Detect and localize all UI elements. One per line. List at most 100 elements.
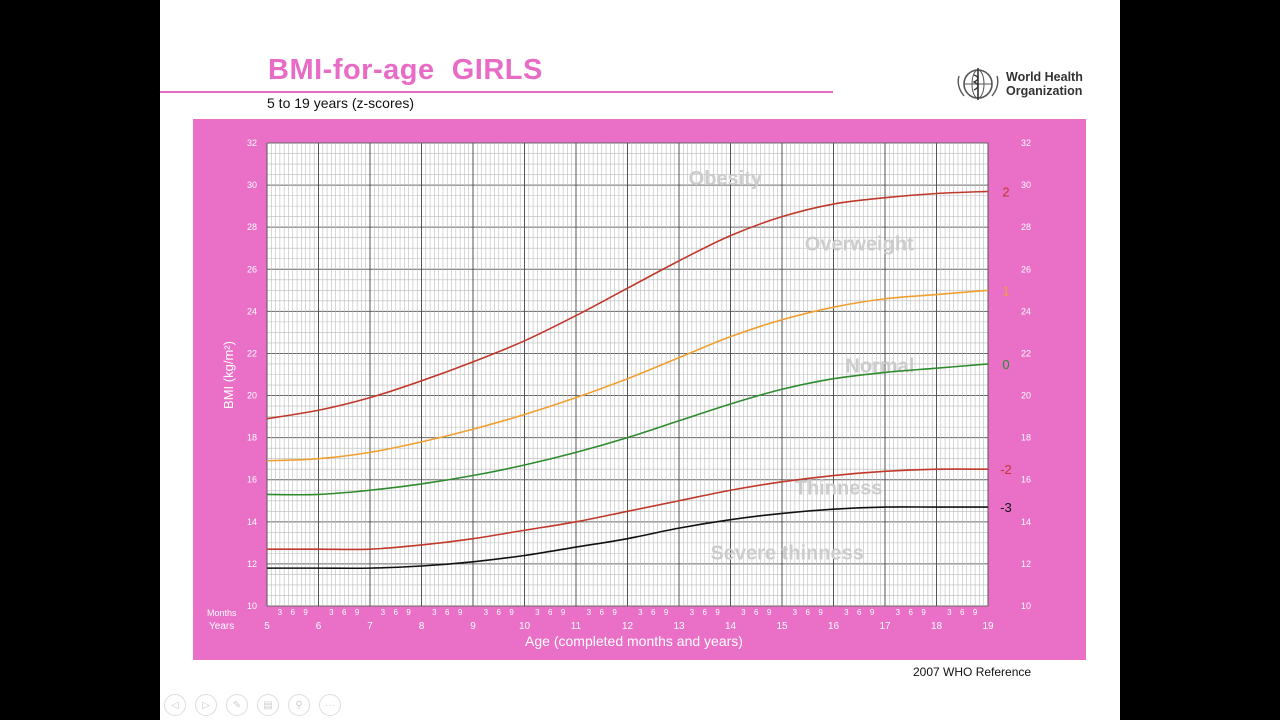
title-underline bbox=[160, 91, 833, 93]
x-axis-ticks: 5 6 7 8 9 10 11 12 13 14 15 16 17 18 193 6 9 3 6 9 3 6 9 3 6 9 3 6 9… bbox=[264, 608, 994, 632]
series-label-z-2: -2 bbox=[1000, 462, 1012, 477]
x-tick-label-year: 14 bbox=[725, 621, 737, 632]
y-tick-label-left: 30 bbox=[247, 180, 257, 190]
x-tick-label-month: 6 bbox=[600, 608, 605, 617]
zone-label: Severe thinness bbox=[710, 543, 863, 565]
organization-name: World Health Organization bbox=[1006, 70, 1083, 98]
organization-name-line1: World Health bbox=[1006, 70, 1083, 84]
x-tick-label-month: 9 bbox=[973, 608, 978, 617]
series-line-z0 bbox=[266, 363, 989, 496]
years-row-label: Years bbox=[209, 621, 234, 632]
y-tick-label-left: 32 bbox=[247, 138, 257, 148]
y-tick-label-right: 28 bbox=[1021, 222, 1031, 232]
chart-grid bbox=[266, 142, 989, 607]
reference-note: 2007 WHO Reference bbox=[913, 665, 1032, 679]
x-tick-label-month: 6 bbox=[857, 608, 862, 617]
x-tick-label-month: 3 bbox=[278, 608, 283, 617]
series-label-z0: 0 bbox=[1002, 357, 1009, 372]
x-tick-label-year: 17 bbox=[879, 621, 891, 632]
x-tick-label-month: 3 bbox=[587, 608, 592, 617]
x-tick-label-month: 6 bbox=[342, 608, 347, 617]
x-tick-label-month: 9 bbox=[870, 608, 875, 617]
y-tick-label-left: 24 bbox=[247, 306, 257, 316]
x-tick-label-year: 11 bbox=[571, 621, 582, 632]
more-button[interactable]: ··· bbox=[319, 694, 341, 716]
y-tick-label-right: 10 bbox=[1021, 601, 1031, 611]
y-tick-label-right: 16 bbox=[1021, 475, 1031, 485]
x-tick-label-month: 6 bbox=[703, 608, 708, 617]
series-label-z-3: -3 bbox=[1000, 500, 1012, 515]
x-tick-label-year: 9 bbox=[470, 621, 476, 632]
x-tick-label-month: 9 bbox=[612, 608, 617, 617]
page-subtitle: 5 to 19 years (z-scores) bbox=[267, 95, 415, 111]
x-tick-label-month: 6 bbox=[497, 608, 502, 617]
y-tick-label-left: 16 bbox=[247, 475, 257, 485]
arrow-left-icon: ◁ bbox=[171, 699, 179, 711]
x-tick-label-year: 10 bbox=[519, 621, 531, 632]
y-tick-label-left: 26 bbox=[247, 264, 257, 274]
x-tick-label-month: 3 bbox=[896, 608, 901, 617]
x-tick-label-month: 3 bbox=[329, 608, 334, 617]
x-tick-label-month: 6 bbox=[548, 608, 553, 617]
series-line-z-3 bbox=[267, 506, 988, 570]
y-tick-label-right: 24 bbox=[1021, 306, 1031, 316]
previous-slide-button[interactable]: ◁ bbox=[164, 694, 186, 716]
x-tick-label-month: 9 bbox=[303, 608, 308, 617]
x-tick-label-month: 6 bbox=[909, 608, 914, 617]
y-tick-label-right: 14 bbox=[1021, 517, 1031, 527]
x-tick-label-year: 7 bbox=[367, 621, 373, 632]
x-tick-label-month: 9 bbox=[715, 608, 720, 617]
y-tick-label-left: 10 bbox=[247, 601, 257, 611]
y-axis-label: BMI (kg/m²) bbox=[221, 341, 236, 409]
y-tick-label-left: 28 bbox=[247, 222, 257, 232]
y-tick-label-left: 18 bbox=[247, 433, 257, 443]
x-tick-label-month: 9 bbox=[664, 608, 669, 617]
x-tick-label-month: 3 bbox=[638, 608, 643, 617]
x-tick-label-year: 15 bbox=[776, 621, 788, 632]
x-tick-label-month: 3 bbox=[381, 608, 386, 617]
organization-name-line2: Organization bbox=[1006, 84, 1083, 98]
x-tick-label-month: 3 bbox=[793, 608, 798, 617]
x-tick-label-month: 9 bbox=[561, 608, 566, 617]
zone-label: Obesity bbox=[689, 168, 763, 190]
x-tick-label-month: 3 bbox=[432, 608, 437, 617]
next-slide-button[interactable]: ▷ bbox=[195, 694, 217, 716]
series-lines bbox=[266, 190, 989, 570]
x-tick-label-month: 9 bbox=[355, 608, 360, 617]
arrow-right-icon: ▷ bbox=[202, 699, 210, 711]
x-tick-label-month: 9 bbox=[406, 608, 411, 617]
x-tick-label-month: 3 bbox=[535, 608, 540, 617]
pen-button[interactable]: ✎ bbox=[226, 694, 248, 716]
y-tick-label-left: 20 bbox=[247, 391, 257, 401]
x-tick-label-month: 9 bbox=[818, 608, 823, 617]
y-tick-label-right: 12 bbox=[1021, 559, 1031, 569]
slides-icon: ▤ bbox=[263, 699, 273, 711]
slides-button[interactable]: ▤ bbox=[257, 694, 279, 716]
series-line-z1 bbox=[266, 289, 989, 462]
x-tick-label-month: 3 bbox=[947, 608, 952, 617]
page-title: BMI-for-age GIRLS bbox=[268, 54, 543, 86]
x-tick-label-month: 6 bbox=[445, 608, 450, 617]
ellipsis-icon: ··· bbox=[325, 699, 335, 711]
x-tick-label-year: 12 bbox=[622, 621, 634, 632]
series-labels: 2 1 0 -2 -3 bbox=[1000, 184, 1012, 515]
y-tick-label-right: 18 bbox=[1021, 433, 1031, 443]
x-tick-label-month: 6 bbox=[960, 608, 965, 617]
x-tick-label-month: 6 bbox=[291, 608, 296, 617]
x-tick-label-month: 3 bbox=[844, 608, 849, 617]
y-tick-label-left: 22 bbox=[247, 348, 257, 358]
x-tick-label-month: 6 bbox=[806, 608, 811, 617]
zone-label: Overweight bbox=[805, 233, 914, 255]
magnifier-icon: ⚲ bbox=[295, 699, 303, 711]
y-tick-label-right: 30 bbox=[1021, 180, 1031, 190]
zoom-button[interactable]: ⚲ bbox=[288, 694, 310, 716]
series-line-z-2 bbox=[267, 468, 989, 551]
x-tick-label-year: 16 bbox=[828, 621, 840, 632]
who-logo-icon bbox=[957, 68, 999, 100]
x-tick-label-month: 6 bbox=[754, 608, 759, 617]
x-tick-label-month: 3 bbox=[741, 608, 746, 617]
x-tick-label-month: 3 bbox=[690, 608, 695, 617]
x-tick-label-year: 18 bbox=[931, 621, 943, 632]
x-tick-label-month: 3 bbox=[484, 608, 489, 617]
